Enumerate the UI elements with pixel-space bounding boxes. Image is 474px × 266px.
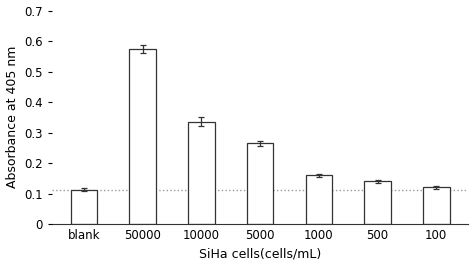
Bar [423, 188, 449, 224]
Y-axis label: Absorbance at 405 nm: Absorbance at 405 nm [6, 46, 18, 189]
Bar [188, 122, 215, 224]
Bar [71, 190, 97, 224]
Bar [129, 49, 156, 224]
Bar [306, 175, 332, 224]
X-axis label: SiHa cells(cells/mL): SiHa cells(cells/mL) [199, 247, 321, 260]
Bar [247, 143, 273, 224]
Bar [365, 181, 391, 224]
